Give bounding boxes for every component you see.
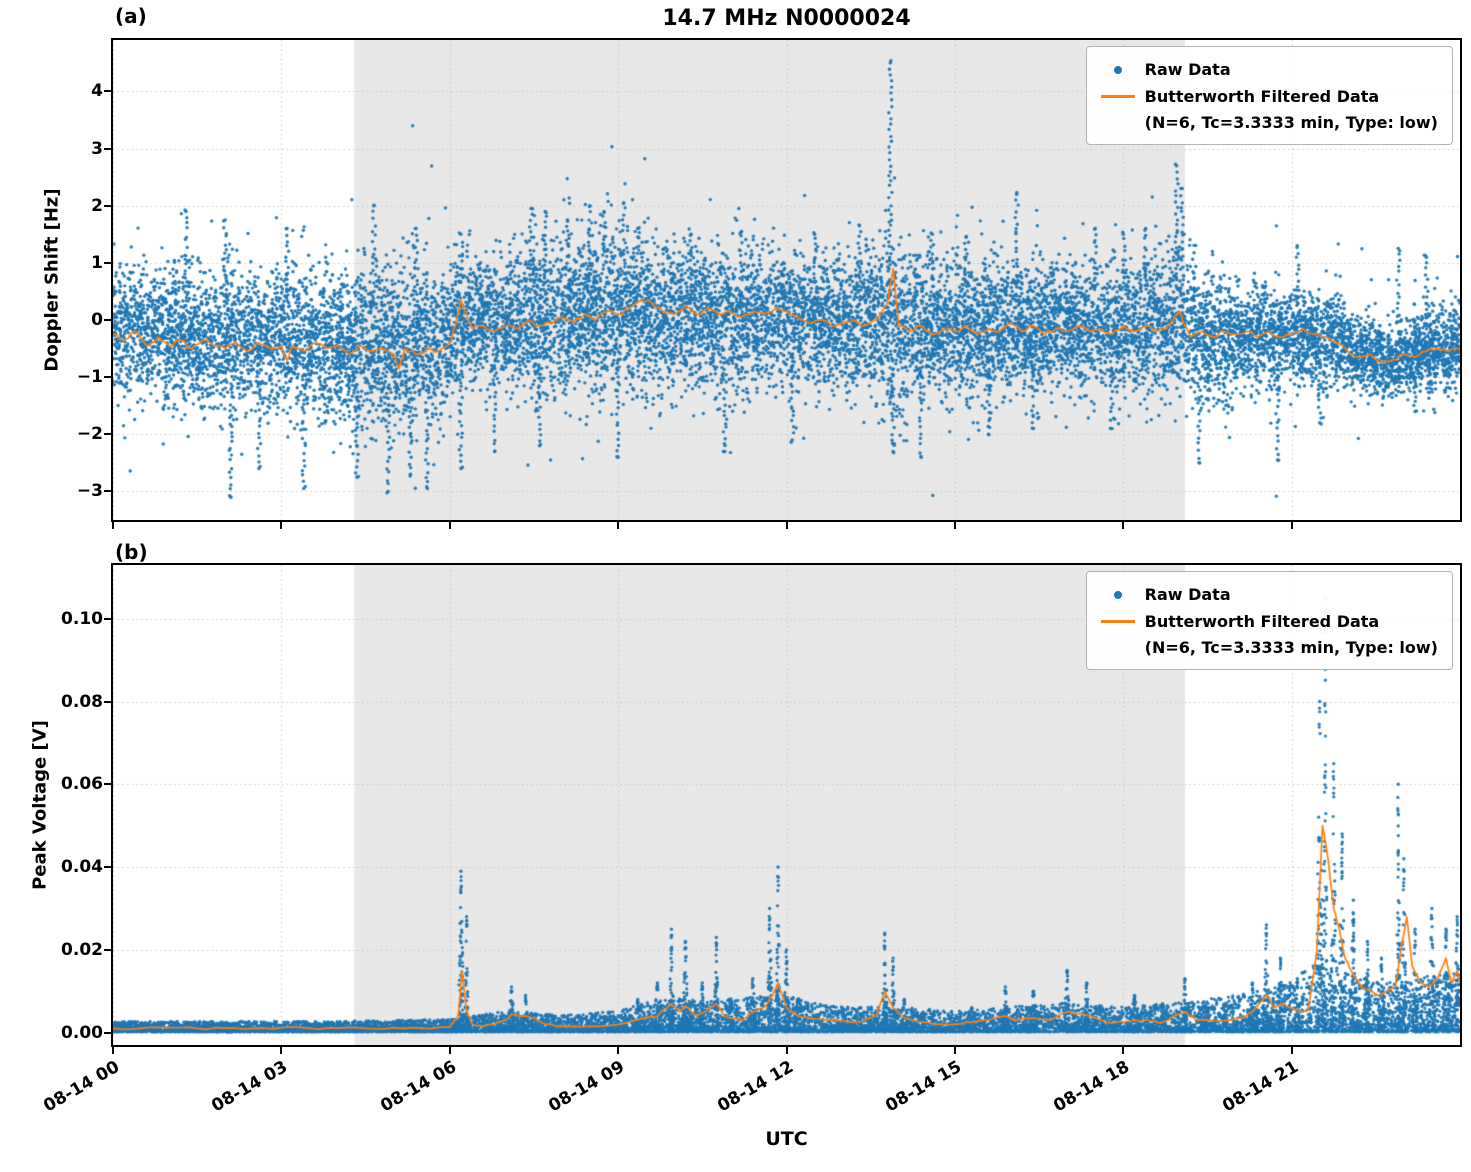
x-tick-mark-b (1122, 1047, 1125, 1054)
y-tick-mark-b (104, 700, 111, 703)
x-tick-label: 08-14 15 (882, 1057, 965, 1117)
y-tick-mark-b (104, 948, 111, 951)
legend-raw-label: Raw Data (1144, 60, 1231, 79)
x-tick-label: 08-14 21 (1218, 1057, 1302, 1117)
y-tick-label-b: 0.00 (61, 1022, 103, 1043)
y-axis-label-doppler: Doppler Shift [Hz] (41, 188, 63, 372)
x-tick-label: 08-14 03 (208, 1057, 292, 1117)
x-tick-label: 08-14 12 (713, 1057, 797, 1117)
x-tick-mark-b (448, 1047, 451, 1054)
y-tick-label-a: 3 (91, 138, 103, 159)
raw-data-dot-icon (1097, 590, 1139, 599)
y-tick-mark-a (104, 376, 111, 379)
y-tick-label-a: 2 (91, 195, 103, 216)
y-tick-label-b: 0.10 (61, 608, 103, 629)
y-tick-label-b: 0.06 (61, 774, 103, 795)
y-tick-mark-b (104, 866, 111, 869)
y-tick-label-a: 4 (91, 81, 103, 102)
legend-item-filtered: Butterworth Filtered Data (1097, 83, 1438, 110)
y-tick-label-b: 0.04 (61, 857, 103, 878)
legend-filtered-params: (N=6, Tc=3.3333 min, Type: low) (1145, 635, 1438, 660)
x-axis-label: UTC (765, 1128, 808, 1150)
x-tick-mark-b (617, 1047, 620, 1054)
y-tick-label-b: 0.08 (61, 691, 103, 712)
panel-label-a: (a) (115, 4, 147, 28)
y-tick-label-a: 0 (91, 310, 103, 330)
y-axis-label-voltage: Peak Voltage [V] (29, 720, 51, 890)
x-tick-label: 08-14 06 (377, 1057, 460, 1117)
x-tick-label: 08-14 18 (1050, 1057, 1134, 1117)
x-tick-mark-a (1122, 522, 1125, 529)
x-tick-mark-b (112, 1047, 114, 1054)
raw-data-dot-icon (1097, 65, 1139, 74)
legend-filtered-label: Butterworth Filtered Data (1144, 87, 1380, 106)
x-tick-mark-b (1290, 1047, 1293, 1054)
plot-title: 14.7 MHz N0000024 (662, 6, 911, 31)
y-tick-label-a: −3 (76, 481, 103, 502)
x-tick-mark-a (953, 522, 956, 529)
x-tick-mark-b (280, 1047, 283, 1054)
x-tick-mark-a (112, 522, 114, 529)
legend-a: Raw Data Butterworth Filtered Data (N=6,… (1085, 46, 1453, 145)
x-tick-label: 08-14 09 (545, 1057, 629, 1117)
y-tick-mark-a (104, 261, 111, 264)
panel-label-b: (b) (115, 540, 148, 564)
x-tick-mark-a (280, 522, 283, 529)
y-tick-mark-b (104, 1031, 111, 1034)
y-tick-mark-a (104, 490, 111, 493)
legend-filtered-params: (N=6, Tc=3.3333 min, Type: low) (1145, 110, 1438, 135)
y-tick-label-a: −1 (76, 367, 103, 388)
x-tick-mark-a (617, 522, 620, 529)
y-tick-mark-a (104, 319, 111, 321)
x-tick-mark-a (785, 522, 788, 529)
x-tick-mark-a (1290, 522, 1293, 529)
x-tick-mark-a (448, 522, 451, 529)
y-tick-mark-a (104, 147, 111, 150)
y-tick-mark-b (104, 783, 111, 786)
y-tick-label-a: 1 (91, 252, 103, 273)
filtered-line-icon (1097, 95, 1139, 98)
y-tick-label-a: −2 (76, 424, 103, 445)
legend-item-filtered: Butterworth Filtered Data (1097, 608, 1438, 635)
legend-b: Raw Data Butterworth Filtered Data (N=6,… (1085, 571, 1453, 670)
y-tick-mark-a (104, 204, 111, 207)
x-tick-label: 08-14 00 (40, 1057, 123, 1117)
legend-raw-label: Raw Data (1144, 585, 1231, 604)
filtered-line-icon (1097, 620, 1139, 623)
y-tick-mark-a (104, 90, 111, 93)
legend-filtered-params-text: (N=6, Tc=3.3333 min, Type: low) (1144, 113, 1438, 132)
legend-item-raw: Raw Data (1097, 581, 1438, 608)
y-tick-mark-a (104, 433, 111, 436)
legend-filtered-params-text: (N=6, Tc=3.3333 min, Type: low) (1144, 638, 1438, 657)
y-tick-mark-b (104, 617, 111, 620)
legend-filtered-label: Butterworth Filtered Data (1144, 612, 1380, 631)
x-tick-mark-b (953, 1047, 956, 1054)
legend-item-raw: Raw Data (1097, 56, 1438, 83)
x-tick-mark-b (785, 1047, 788, 1054)
y-tick-label-b: 0.02 (61, 939, 103, 960)
